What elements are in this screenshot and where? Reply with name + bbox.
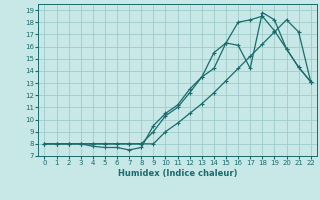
X-axis label: Humidex (Indice chaleur): Humidex (Indice chaleur) (118, 169, 237, 178)
